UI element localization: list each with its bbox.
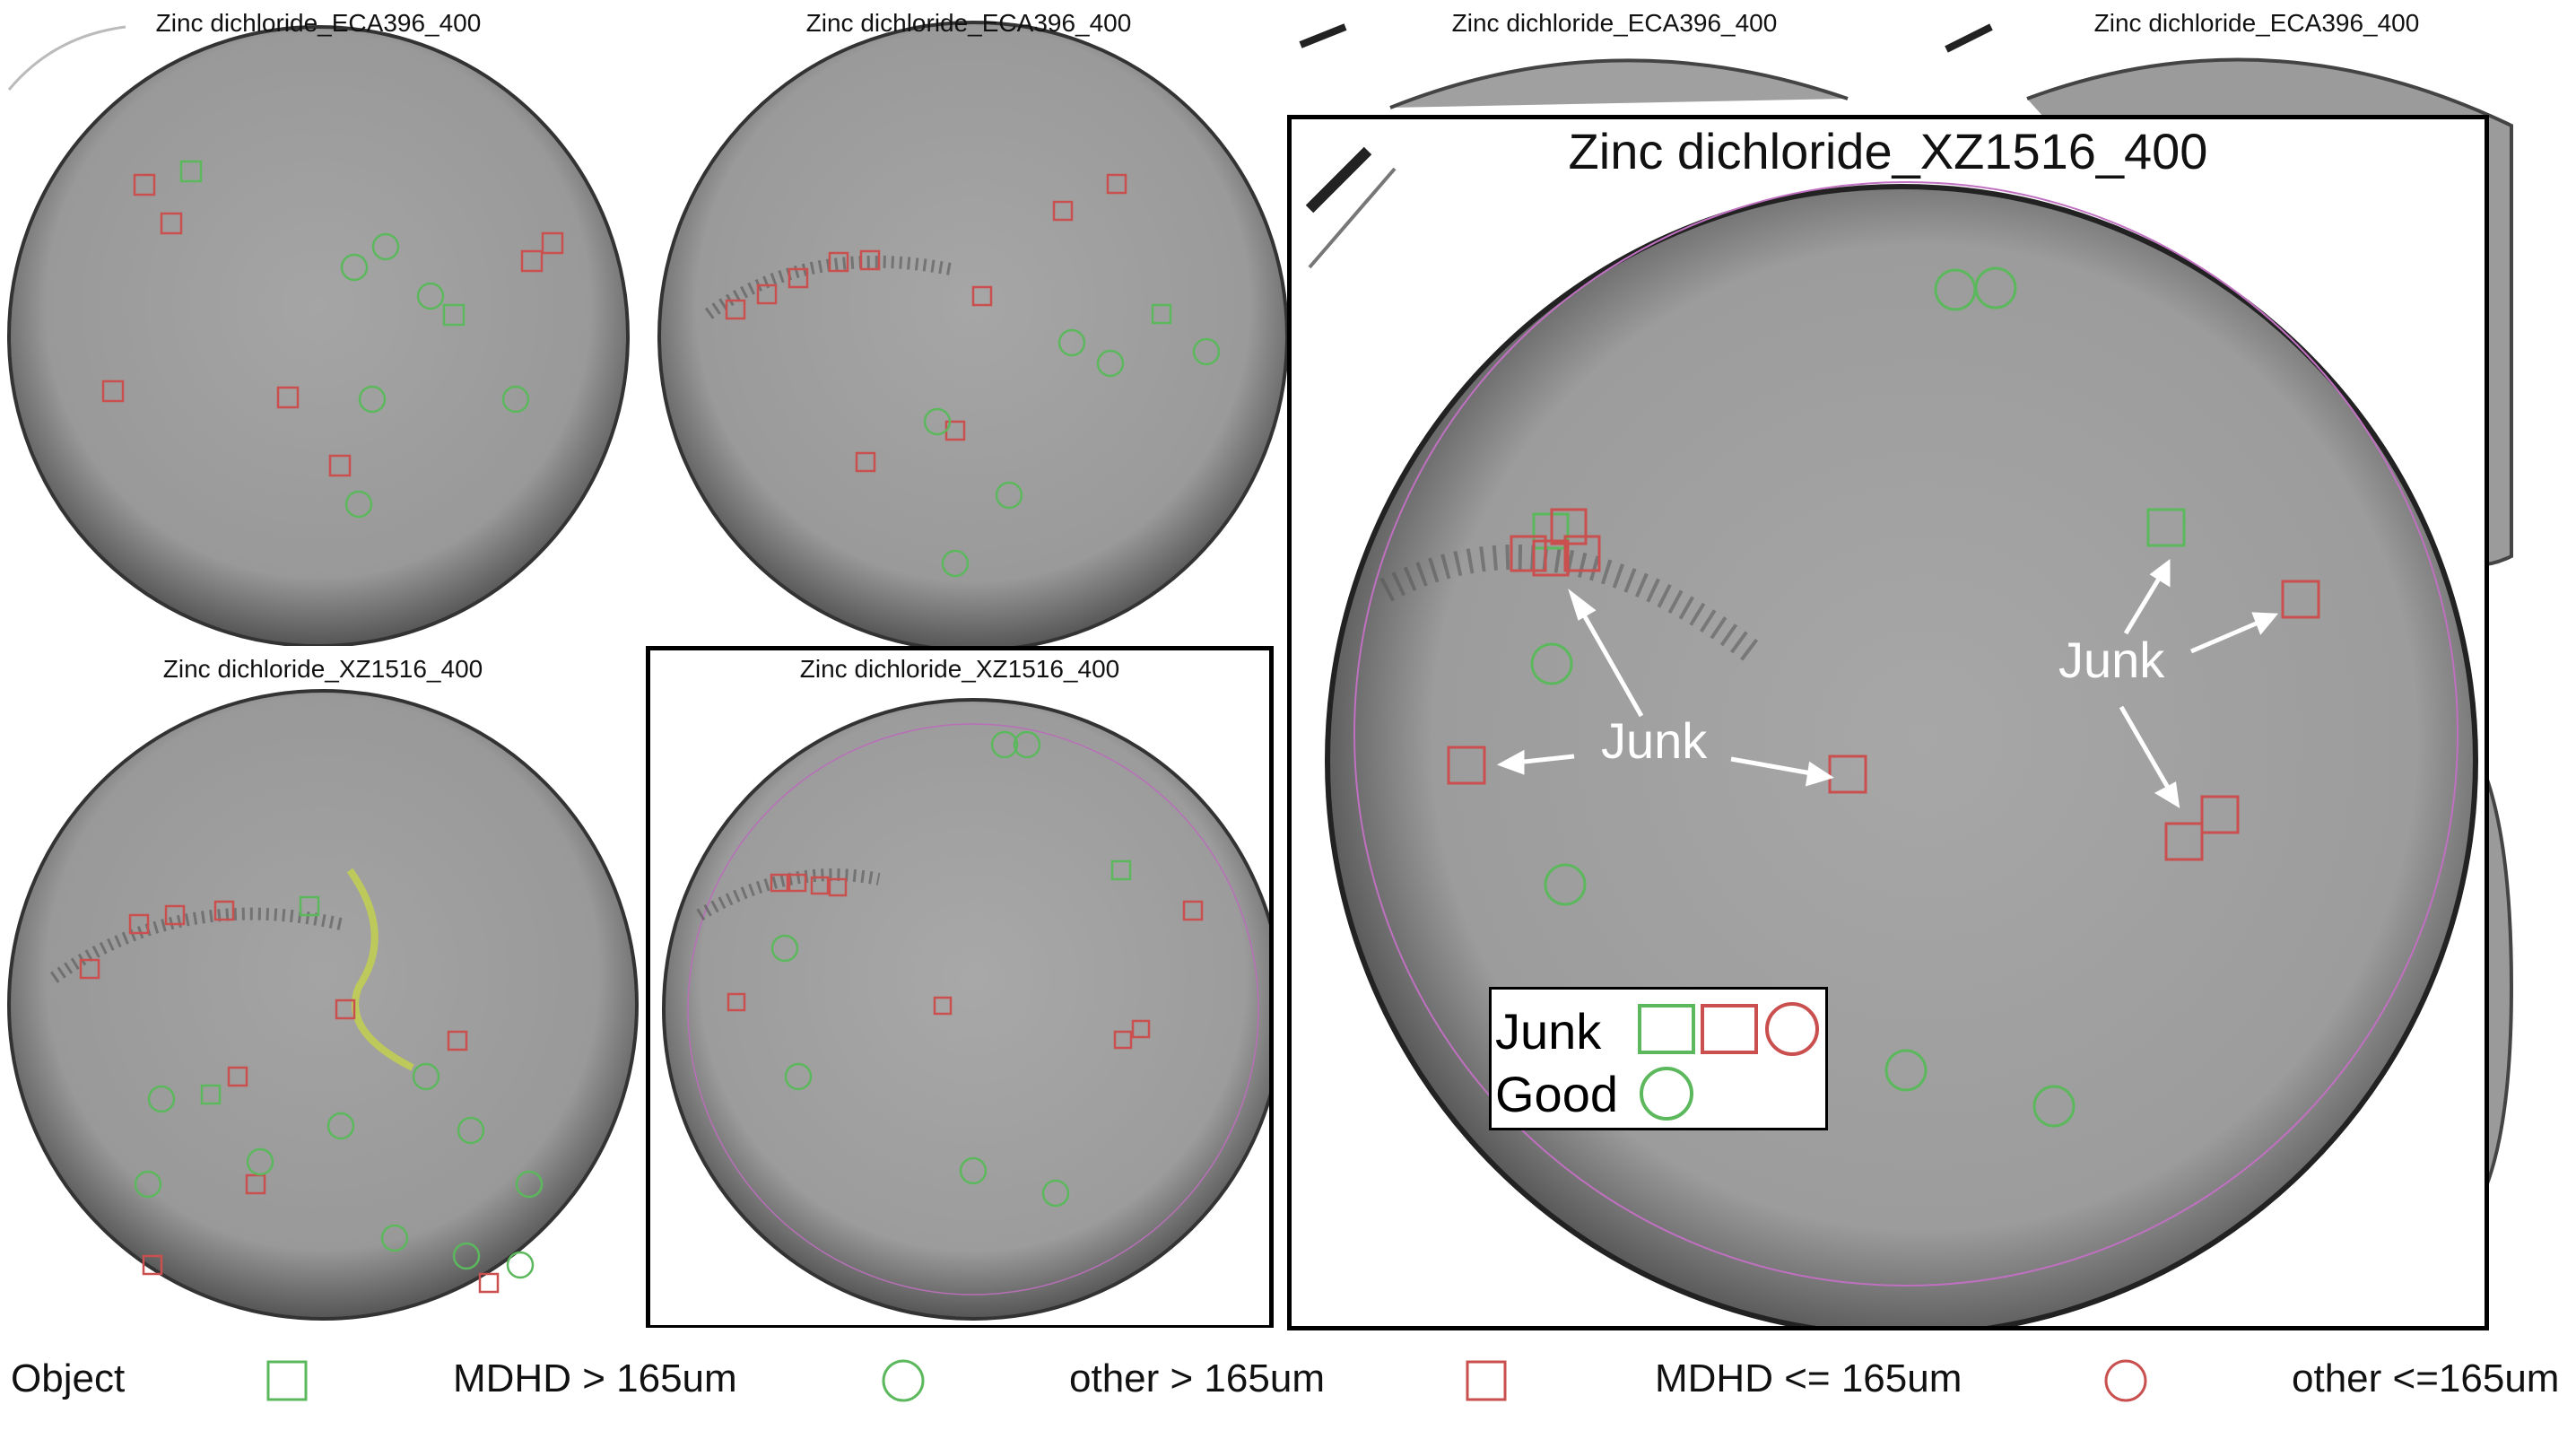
legend: Object MDHD > 165um other > 165um MDHD <… xyxy=(0,1346,2576,1417)
petri-dish-image xyxy=(1299,23,1849,109)
legend-item-mdhd-small: MDHD <= 165um xyxy=(1655,1356,1962,1400)
dish-panel-2: Zinc dichloride_ECA396_400 xyxy=(646,0,1292,646)
dish-panel-5: Zinc dichloride_XZ1516_400 xyxy=(0,646,646,1328)
zoomed-petri-dish-image xyxy=(1305,146,2478,1330)
zoom-panel: Zinc dichloride_XZ1516_400 xyxy=(1287,115,2489,1330)
petri-dish-image xyxy=(657,21,1289,646)
petri-dish-image xyxy=(7,689,639,1321)
inset-junk-label: Junk xyxy=(1495,1003,1602,1060)
panel-title: Zinc dichloride_ECA396_400 xyxy=(155,9,482,37)
junk-callout-right: Junk xyxy=(2058,632,2165,688)
legend-object-label: Object xyxy=(11,1356,126,1400)
petri-dish-image xyxy=(662,698,1274,1321)
dish-panel-6: Zinc dichloride_XZ1516_400 xyxy=(646,646,1274,1328)
inset-symbols xyxy=(1638,1002,1819,1121)
green-circle-icon xyxy=(882,1359,925,1402)
green-square-icon xyxy=(266,1360,308,1401)
panel-title: Zinc dichloride_ECA396_400 xyxy=(1451,9,1778,37)
dish-panel-1: Zinc dichloride_ECA396_400 xyxy=(0,0,637,646)
petri-dish-image xyxy=(7,25,630,646)
legend-item-other-large: other > 165um xyxy=(1069,1356,1325,1400)
red-circle-icon xyxy=(2104,1359,2147,1402)
inset-good-label: Good xyxy=(1495,1066,1618,1122)
junk-callout-left: Junk xyxy=(1601,712,1708,769)
panel-title: Zinc dichloride_XZ1516_400 xyxy=(162,655,483,683)
zoom-panel-title: Zinc dichloride_XZ1516_400 xyxy=(1568,123,2208,179)
dish-panel-3: Zinc dichloride_ECA396_400 xyxy=(1292,0,1937,126)
legend-item-other-small: other <=165um xyxy=(2292,1356,2560,1400)
red-square-icon xyxy=(1466,1360,1507,1401)
red-square-icon xyxy=(1701,1004,1758,1054)
arrow-icon xyxy=(1496,559,2279,808)
green-circle-icon xyxy=(1640,1067,1693,1121)
red-circle-icon xyxy=(1765,1002,1819,1056)
panel-title: Zinc dichloride_XZ1516_400 xyxy=(799,655,1120,683)
inset-legend: Junk Good xyxy=(1489,987,1828,1130)
panel-title: Zinc dichloride_ECA396_400 xyxy=(2093,9,2420,37)
green-square-icon xyxy=(1638,1004,1695,1054)
panel-title: Zinc dichloride_ECA396_400 xyxy=(805,9,1132,37)
legend-item-mdhd-large: MDHD > 165um xyxy=(453,1356,737,1400)
